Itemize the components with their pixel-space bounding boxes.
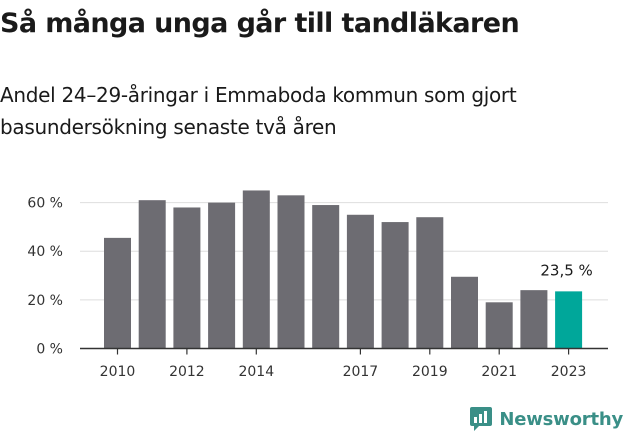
bar <box>277 195 305 349</box>
newsworthy-brand: Newsworthy <box>469 406 623 432</box>
bar <box>381 222 409 349</box>
x-tick-label: 2023 <box>551 364 587 380</box>
bar <box>451 276 478 349</box>
bar <box>520 290 548 349</box>
bar <box>173 207 201 349</box>
bar <box>312 205 340 349</box>
bar <box>346 214 374 349</box>
y-tick-label: 60 % <box>27 196 63 212</box>
x-tick-label: 2012 <box>169 364 205 380</box>
bar <box>416 217 444 349</box>
y-tick-label: 40 % <box>27 244 63 260</box>
chart-title: Så många unga går till tandläkaren <box>0 8 520 39</box>
chart-subtitle: Andel 24–29-åringar i Emmaboda kommun so… <box>0 83 517 139</box>
bar <box>208 202 236 349</box>
x-tick-label: 2019 <box>412 364 448 380</box>
x-tick-label: 2017 <box>343 364 379 380</box>
brand-name: Newsworthy <box>499 408 623 430</box>
newsworthy-logo-icon <box>470 407 493 431</box>
bar <box>485 302 513 349</box>
bar <box>242 190 270 349</box>
highlight-value-label: 23,5 % <box>540 261 592 279</box>
x-tick-label: 2014 <box>238 364 274 380</box>
highlighted-bar <box>555 291 583 349</box>
y-tick-label: 0 % <box>36 342 63 358</box>
x-tick-label: 2021 <box>481 364 517 380</box>
y-tick-label: 20 % <box>27 293 63 309</box>
bar <box>138 200 166 349</box>
bar <box>104 237 131 349</box>
x-tick-label: 2010 <box>100 364 136 380</box>
bar-chart: 0 % 20 % 40 % 60 % 2010 2012 2014 2017 2019 2021 2… <box>27 190 608 380</box>
